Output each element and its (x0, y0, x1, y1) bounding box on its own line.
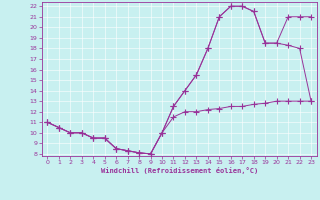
X-axis label: Windchill (Refroidissement éolien,°C): Windchill (Refroidissement éolien,°C) (100, 167, 258, 174)
